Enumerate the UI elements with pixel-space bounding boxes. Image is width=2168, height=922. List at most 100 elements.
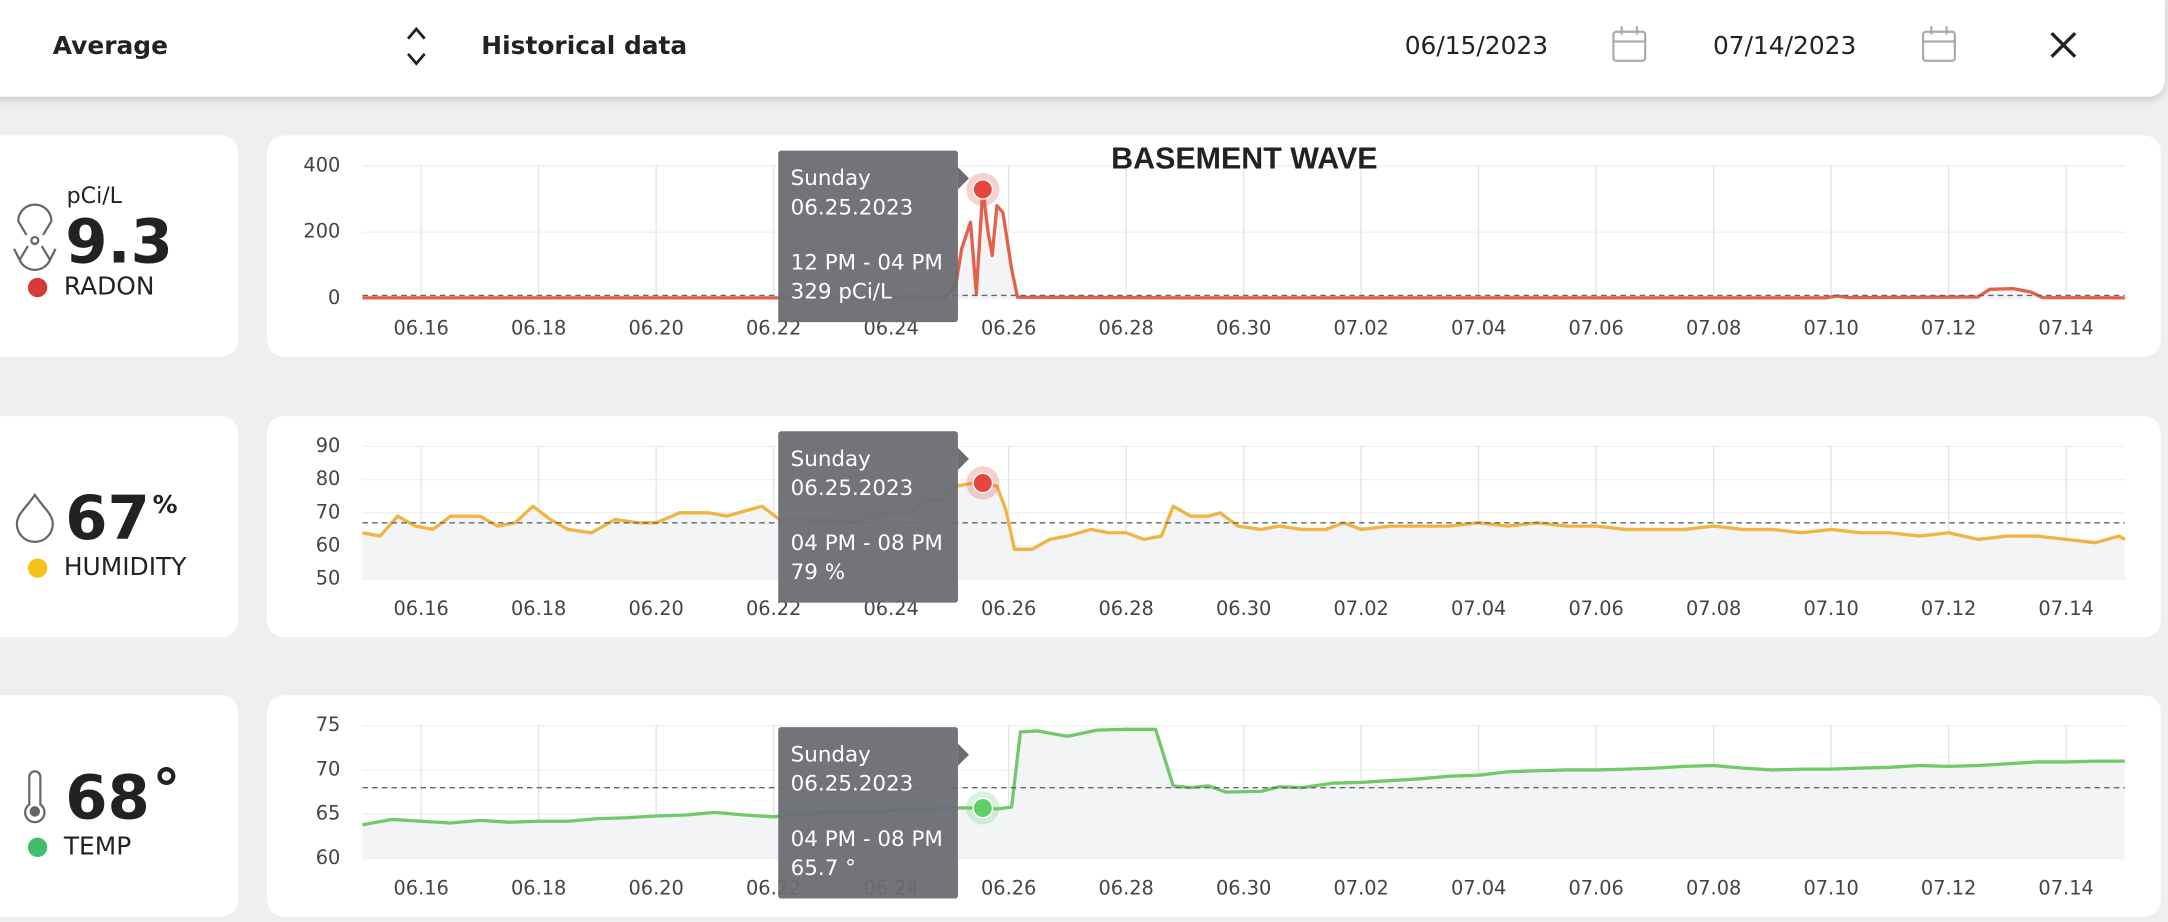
- tooltip-value: 329 pCi/L: [791, 280, 892, 305]
- tooltip-box: [778, 431, 958, 603]
- status-dot: [27, 277, 48, 298]
- x-tick-label: 06.20: [628, 316, 683, 339]
- metric-unit-label: pCi/L: [67, 183, 123, 209]
- tooltip-pointer: [957, 447, 969, 470]
- tooltip-date: 06.25.2023: [791, 195, 914, 220]
- x-tick-label: 06.28: [1098, 597, 1153, 620]
- temp-icon: [24, 770, 46, 824]
- metric-value: 68: [65, 763, 150, 833]
- x-tick-label: 07.02: [1333, 316, 1388, 339]
- tooltip-box: [778, 727, 958, 899]
- metric-card: [0, 695, 239, 917]
- x-tick-label: 07.12: [1921, 876, 1976, 899]
- x-tick-label: 06.18: [511, 597, 566, 620]
- x-tick-label: 06.22: [746, 597, 801, 620]
- tooltip-day: Sunday: [791, 447, 871, 472]
- calendar-icon[interactable]: [1921, 26, 1956, 62]
- tooltip-marker: [972, 179, 994, 200]
- x-tick-label: 07.06: [1568, 316, 1623, 339]
- y-tick-label: 50: [316, 567, 341, 590]
- metric-card: [0, 135, 239, 357]
- y-tick-label: 75: [316, 713, 341, 736]
- x-tick-label: 07.10: [1803, 597, 1858, 620]
- x-tick-label: 07.06: [1568, 597, 1623, 620]
- x-tick-label: 07.14: [2038, 316, 2093, 339]
- metric-unit: °: [153, 759, 181, 823]
- line: [362, 727, 2125, 827]
- x-tick-label: 07.12: [1921, 316, 1976, 339]
- x-tick-label: 07.04: [1451, 876, 1506, 899]
- tooltip-pointer: [957, 743, 969, 766]
- x-tick-label: 07.08: [1686, 876, 1741, 899]
- radon-icon: [13, 203, 57, 271]
- x-tick-label: 06.18: [511, 876, 566, 899]
- x-tick-label: 06.30: [1216, 876, 1271, 899]
- mode-label: Historical data: [481, 31, 687, 60]
- tooltip-time: 12 PM - 04 PM: [791, 251, 943, 276]
- x-tick-label: 06.16: [393, 597, 448, 620]
- y-tick-label: 0: [328, 286, 340, 309]
- x-tick-label: 06.22: [746, 316, 801, 339]
- y-tick-label: 200: [303, 220, 340, 243]
- metric-name: TEMP: [63, 831, 131, 860]
- tooltip-time: 04 PM - 08 PM: [791, 531, 943, 556]
- tooltip-day: Sunday: [791, 166, 871, 191]
- tooltip-date: 06.25.2023: [791, 772, 914, 797]
- tooltip-value: 79 %: [791, 560, 845, 585]
- tooltip: Sunday 06.25.2023 04 PM - 08 PM 79 %: [778, 431, 1000, 603]
- x-tick-label: 07.02: [1333, 597, 1388, 620]
- x-tick-label: 07.10: [1803, 316, 1858, 339]
- metric-name: HUMIDITY: [64, 552, 187, 581]
- x-tick-label: 07.08: [1686, 316, 1741, 339]
- end-date[interactable]: 07/14/2023: [1713, 31, 1856, 60]
- tooltip-marker: [972, 472, 994, 494]
- y-tick-label: 70: [316, 757, 341, 780]
- start-date[interactable]: 06/15/2023: [1405, 31, 1548, 60]
- x-tick-label: 06.30: [1216, 597, 1271, 620]
- x-tick-label: 07.12: [1921, 597, 1976, 620]
- x-tick-label: 07.14: [2038, 876, 2093, 899]
- calendar-icon[interactable]: [1612, 26, 1647, 62]
- x-tick-label: 06.24: [863, 316, 918, 339]
- x-tick-label: 07.04: [1451, 597, 1506, 620]
- y-tick-label: 60: [316, 846, 341, 869]
- chart-title: BASEMENT WAVE: [1111, 141, 1377, 175]
- tooltip: Sunday 06.25.2023 12 PM - 04 PM 329 pCi/L: [778, 150, 1000, 323]
- metric-value: 67: [65, 484, 150, 554]
- x-tick-label: 07.04: [1451, 316, 1506, 339]
- x-tick-label: 06.30: [1216, 316, 1271, 339]
- x-tick-label: 07.02: [1333, 876, 1388, 899]
- metric-value: 9.3: [65, 208, 173, 278]
- y-tick-label: 65: [316, 802, 341, 825]
- x-tick-label: 06.20: [628, 597, 683, 620]
- select-chevron[interactable]: [407, 26, 426, 66]
- tooltip-day: Sunday: [791, 743, 871, 768]
- y-tick-label: 90: [316, 434, 341, 457]
- x-tick-label: 06.28: [1098, 876, 1153, 899]
- x-tick-label: 06.16: [393, 316, 448, 339]
- tooltip-time: 04 PM - 08 PM: [791, 827, 943, 852]
- y-tick-label: 80: [316, 467, 341, 490]
- x-tick-label: 06.18: [511, 316, 566, 339]
- metric-unit: %: [153, 490, 178, 519]
- header: Average Historical data 06/15/2023 07/14…: [0, 0, 2165, 97]
- chart-card: [267, 135, 2161, 357]
- status-dot: [27, 837, 48, 858]
- tooltip-marker: [972, 797, 994, 819]
- tooltip-value: 65.7 °: [791, 856, 856, 881]
- tooltip: Sunday 06.25.2023 04 PM - 08 PM 65.7 °: [778, 727, 1000, 899]
- tooltip-date: 06.25.2023: [791, 476, 914, 501]
- y-tick-label: 400: [303, 153, 340, 176]
- metric-name: RADON: [64, 272, 155, 301]
- x-tick-label: 07.14: [2038, 597, 2093, 620]
- metric-card: [0, 416, 239, 638]
- x-tick-label: 07.10: [1803, 876, 1858, 899]
- humidity-icon: [15, 492, 54, 543]
- close-button[interactable]: [2050, 32, 2077, 58]
- x-tick-label: 06.24: [863, 597, 918, 620]
- card-icons: [13, 203, 57, 824]
- aggregation-select[interactable]: Average: [53, 31, 168, 60]
